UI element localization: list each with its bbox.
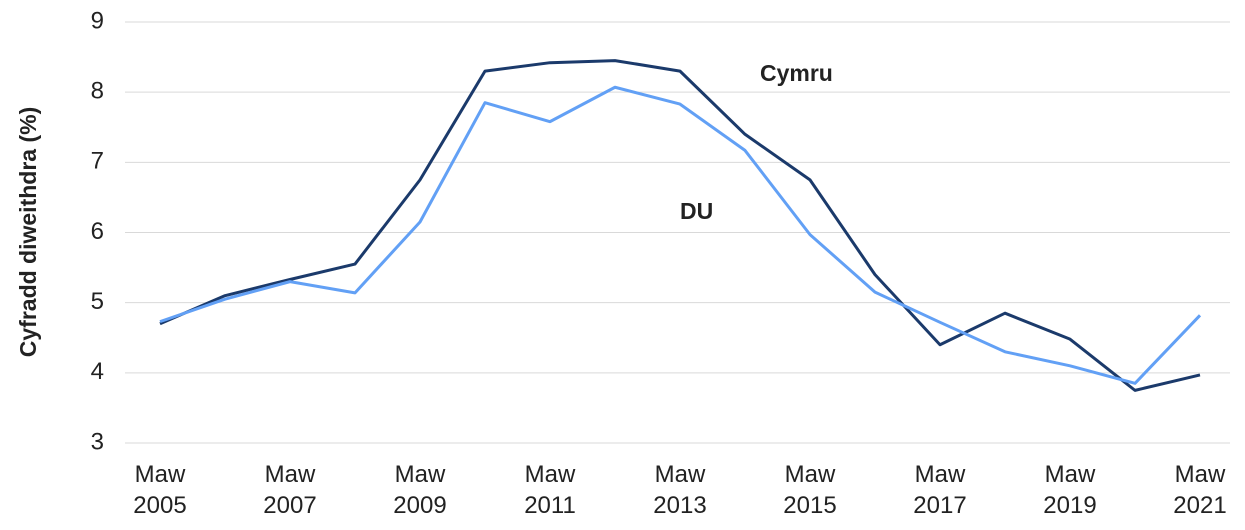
y-tick-label: 8 — [91, 78, 104, 105]
x-tick-label: Maw 2019 — [1043, 461, 1097, 519]
x-tick-label: Maw 2013 — [653, 461, 707, 519]
y-tick-label: 5 — [91, 288, 104, 315]
x-tick-label: Maw 2021 — [1173, 461, 1227, 519]
x-tick-label: Maw 2009 — [393, 461, 447, 519]
y-tick-label: 6 — [91, 218, 104, 245]
y-tick-label: 3 — [91, 428, 104, 455]
line-series — [159, 85, 1202, 385]
series-label: DU — [680, 198, 713, 224]
x-tick-label: Maw 2011 — [524, 461, 576, 519]
x-tick-label: Maw 2017 — [913, 461, 967, 519]
series-label: Cymru — [760, 60, 833, 86]
line-series — [159, 59, 1201, 392]
y-tick-label: 7 — [91, 148, 104, 175]
y-tick-label: 4 — [91, 358, 104, 385]
x-tick-label: Maw 2007 — [263, 461, 317, 519]
x-tick-label: Maw 2005 — [133, 461, 187, 519]
x-tick-label: Maw 2015 — [783, 461, 837, 519]
y-axis-label: Cyfradd diweithdra (%) — [15, 107, 41, 357]
y-tick-label: 9 — [91, 7, 104, 34]
